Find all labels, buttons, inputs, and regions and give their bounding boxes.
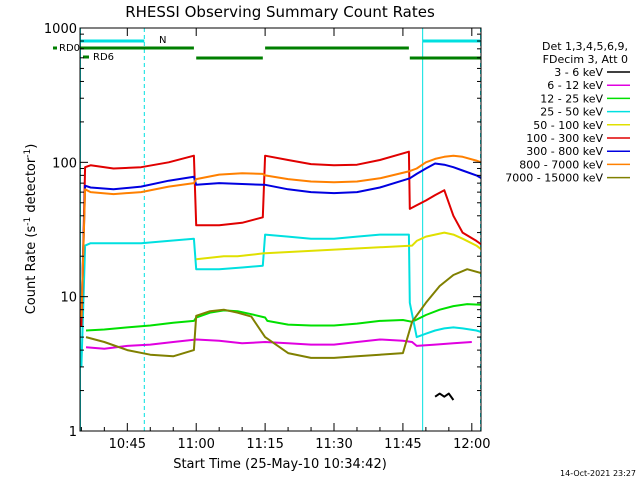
y-tick-label: 100 [52, 156, 77, 171]
y-axis-label: Count Rate (s-1 detector-1) [23, 144, 39, 315]
plot-area [80, 28, 481, 431]
legend-header-line-2: FDecim 3, Att 0 [543, 53, 628, 66]
x-tick-label: 11:45 [384, 437, 421, 452]
flag-label-n: N [159, 35, 166, 46]
series-line-12-25-kev [85, 303, 481, 332]
legend-label-6-12-kev: 6 - 12 keV [547, 79, 603, 92]
series-line-3-6-kev [434, 392, 455, 401]
legend-label-3-6-kev: 3 - 6 keV [554, 66, 603, 79]
footer-timestamp: 14-Oct-2021 23:27 [560, 469, 636, 478]
flag-label-rd0: RD0 [59, 43, 80, 54]
legend-label-12-25-kev: 12 - 25 keV [540, 92, 603, 105]
x-tick-label: 11:30 [315, 437, 352, 452]
legend-label-800-7000-kev: 800 - 7000 keV [519, 158, 603, 171]
legend: Det 1,3,4,5,6,9,FDecim 3, Att 03 - 6 keV… [505, 40, 630, 185]
flag-labels: RD0 RD6 N [53, 35, 166, 63]
chart-title: RHESSI Observing Summary Count Rates [125, 3, 435, 21]
series-line-800-7000-kev [80, 154, 481, 318]
y-tick-label: 1 [69, 425, 77, 440]
series-line-100-300-kev [80, 150, 481, 327]
x-tick-label: 11:00 [177, 437, 214, 452]
plot-frame [79, 27, 482, 432]
legend-label-300-800-kev: 300 - 800 keV [526, 145, 603, 158]
y-tick-label: 1000 [44, 22, 77, 37]
x-tick-label: 11:15 [246, 437, 283, 452]
x-axis-label: Start Time (25-May-10 10:34:42) [173, 457, 387, 472]
legend-header-line-1: Det 1,3,4,5,6,9, [542, 40, 628, 53]
x-tick-label: 10:45 [109, 437, 146, 452]
series-line-25-50-kev [80, 233, 481, 367]
legend-label-50-100-kev: 50 - 100 keV [533, 119, 603, 132]
y-tick-label: 10 [60, 291, 77, 306]
series-line-50-100-kev [196, 231, 481, 261]
legend-label-100-300-kev: 100 - 300 keV [526, 132, 603, 145]
series-line-7000-15000-kev [85, 268, 481, 359]
legend-label-25-50-kev: 25 - 50 keV [540, 106, 603, 119]
legend-label-7000-15000-kev: 7000 - 15000 keV [505, 172, 603, 185]
series-line-6-12-kev [85, 338, 472, 350]
x-tick-label: 12:00 [453, 437, 490, 452]
series-line-300-800-kev [80, 162, 481, 318]
axes: 10:45 11:00 11:15 11:30 11:45 12:00 1 10 100 1000 [44, 22, 491, 452]
flag-label-rd6: RD6 [93, 52, 114, 63]
